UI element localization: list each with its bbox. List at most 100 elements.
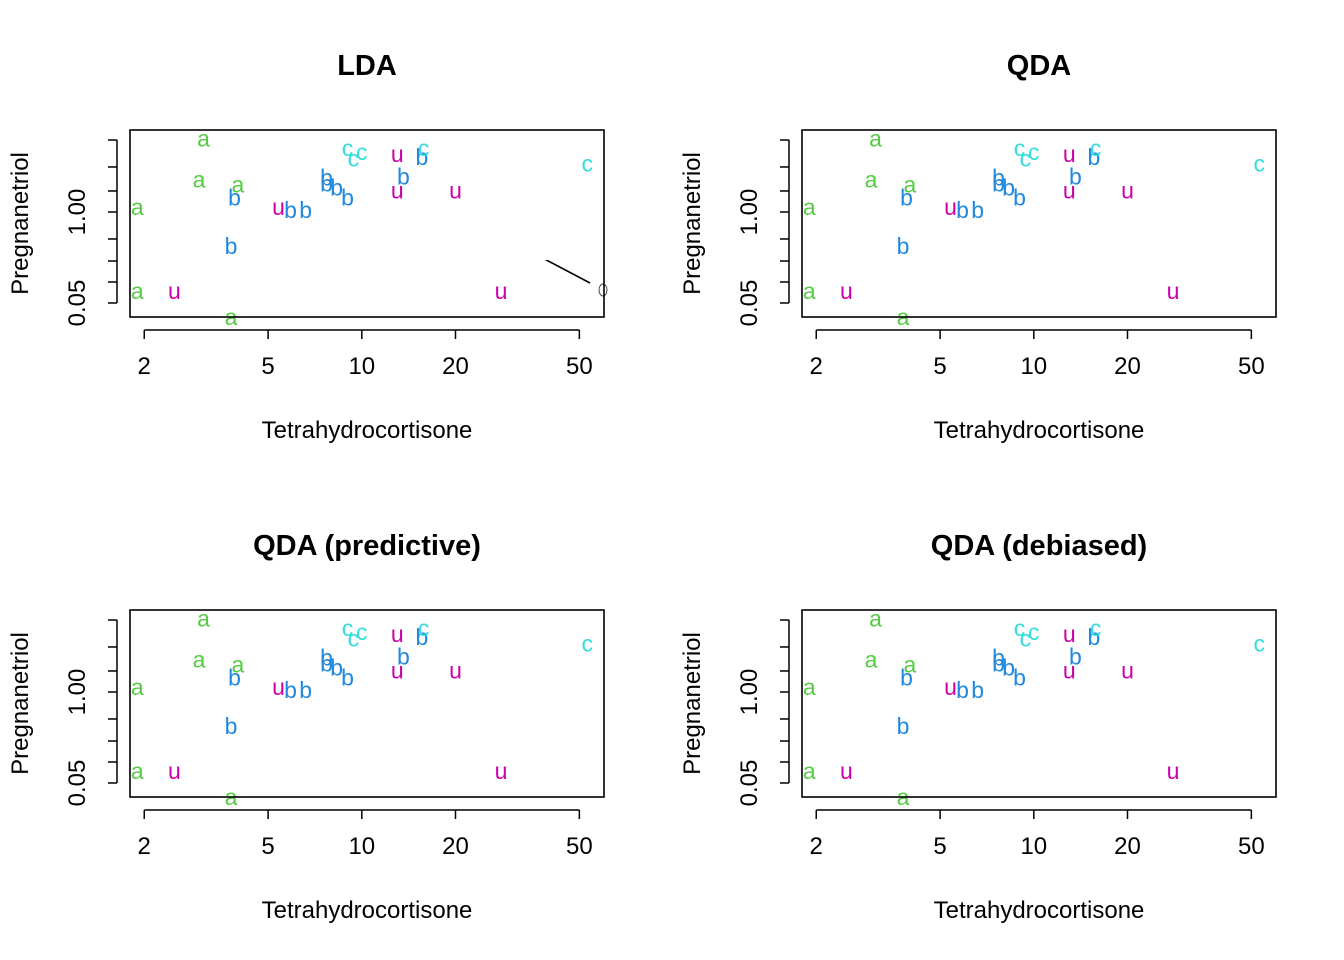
- y-tick-label: 0.05: [736, 280, 763, 327]
- point-b: b: [897, 713, 910, 739]
- point-c: c: [418, 615, 430, 641]
- point-b: b: [225, 713, 238, 739]
- y-tick-label: 0.05: [64, 760, 91, 807]
- point-u: u: [944, 194, 957, 220]
- panel-title: QDA: [1007, 50, 1072, 82]
- x-tick-label: 20: [442, 833, 469, 860]
- x-tick-label: 2: [138, 833, 151, 860]
- point-b: b: [228, 185, 241, 211]
- x-axis-label: Tetrahydrocortisone: [934, 417, 1145, 444]
- point-b: b: [299, 677, 312, 703]
- plot-frame: [801, 609, 1277, 798]
- point-a: a: [193, 647, 206, 673]
- y-axis: 1.00 0.05: [736, 139, 790, 327]
- point-a: a: [904, 172, 917, 198]
- point-b: b: [992, 650, 1005, 676]
- point-b: b: [1088, 624, 1101, 650]
- x-tick-label: 5: [261, 833, 274, 860]
- point-u: u: [1063, 178, 1076, 204]
- x-tick-label: 10: [1020, 833, 1047, 860]
- point-u: u: [1167, 758, 1180, 784]
- point-b: b: [900, 665, 913, 691]
- y-axis: 1.00 0.05: [64, 619, 118, 807]
- y-tick-label: 1.00: [64, 669, 91, 716]
- y-axis-label: Pregnanetriol: [7, 152, 34, 295]
- point-b: b: [1088, 144, 1101, 170]
- point-u: u: [391, 178, 404, 204]
- y-tick-label: 0.05: [736, 760, 763, 807]
- point-c: c: [581, 631, 593, 657]
- point-c: c: [1253, 631, 1265, 657]
- point-b: b: [971, 677, 984, 703]
- point-u: u: [391, 621, 404, 647]
- point-c: c: [1090, 615, 1102, 641]
- point-u: u: [840, 278, 853, 304]
- point-c: c: [418, 135, 430, 161]
- point-a: a: [803, 278, 816, 304]
- point-c: c: [1020, 625, 1032, 651]
- point-a: a: [232, 172, 245, 198]
- point-u: u: [449, 658, 462, 684]
- point-a: a: [803, 674, 816, 700]
- point-c: c: [1014, 135, 1026, 161]
- point-a: a: [193, 167, 206, 193]
- point-u: u: [840, 758, 853, 784]
- point-b: b: [416, 624, 429, 650]
- panel-title: LDA: [337, 50, 397, 82]
- boundary-ellipse: [1271, 301, 1279, 313]
- boundary-ellipse: [598, 283, 608, 297]
- point-u: u: [495, 278, 508, 304]
- point-a: a: [232, 652, 245, 678]
- point-u: u: [1063, 141, 1076, 167]
- point-a: a: [197, 125, 210, 151]
- point-b: b: [320, 644, 333, 670]
- point-a: a: [803, 194, 816, 220]
- point-b: b: [416, 144, 429, 170]
- point-b: b: [299, 197, 312, 223]
- point-u: u: [391, 658, 404, 684]
- decision-boundary: [238, 136, 256, 315]
- boundary-ellipse: [1271, 764, 1279, 776]
- point-b: b: [330, 174, 343, 200]
- point-a: a: [865, 167, 878, 193]
- plot-frame: [801, 129, 1277, 318]
- x-axis: 2 5 10 20 50: [138, 809, 593, 860]
- x-tick-label: 20: [1114, 353, 1141, 380]
- point-a: a: [865, 647, 878, 673]
- point-u: u: [272, 194, 285, 220]
- x-axis-label: Tetrahydrocortisone: [262, 417, 473, 444]
- point-u: u: [495, 758, 508, 784]
- point-c: c: [356, 139, 368, 165]
- point-u: u: [1063, 621, 1076, 647]
- point-b: b: [228, 665, 241, 691]
- point-b: b: [992, 644, 1005, 670]
- point-a: a: [904, 652, 917, 678]
- point-a: a: [869, 605, 882, 631]
- point-b: b: [992, 170, 1005, 196]
- x-tick-label: 20: [1114, 833, 1141, 860]
- point-u: u: [168, 278, 181, 304]
- y-tick-label: 1.00: [736, 189, 763, 236]
- point-b: b: [956, 197, 969, 223]
- boundary-ellipse: [252, 130, 260, 142]
- boundary-ellipse: [164, 614, 172, 626]
- point-c: c: [581, 151, 593, 177]
- point-a: a: [131, 758, 144, 784]
- y-axis-label: Pregnanetriol: [679, 152, 706, 295]
- point-c: c: [1014, 615, 1026, 641]
- plot-frame: [129, 129, 605, 318]
- point-u: u: [1063, 658, 1076, 684]
- point-c: c: [1090, 135, 1102, 161]
- x-tick-label: 5: [261, 353, 274, 380]
- point-b: b: [1002, 174, 1015, 200]
- x-tick-label: 2: [810, 833, 823, 860]
- point-b: b: [320, 170, 333, 196]
- point-a: a: [131, 194, 144, 220]
- point-b: b: [1013, 665, 1026, 691]
- decision-boundaries: [140, 614, 534, 803]
- panel-title: QDA (debiased): [931, 530, 1147, 562]
- point-c: c: [1020, 145, 1032, 171]
- point-b: b: [956, 677, 969, 703]
